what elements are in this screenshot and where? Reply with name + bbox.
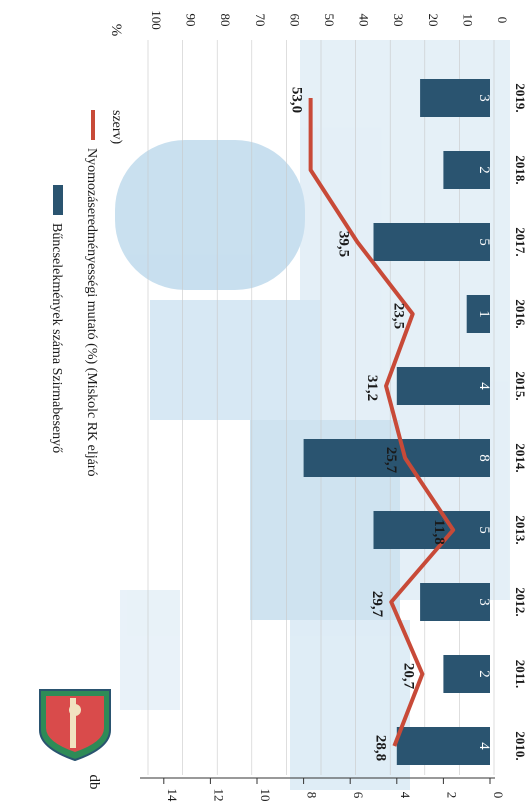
line-value-label: 20,7 bbox=[400, 663, 416, 690]
category-label: 2013. bbox=[513, 515, 528, 544]
left-axis-tick-label: 8 bbox=[305, 792, 320, 799]
line-value-label: 23,5 bbox=[391, 303, 407, 329]
bar-2013. bbox=[373, 511, 490, 549]
bar-2017. bbox=[373, 223, 490, 261]
right-axis-tick-label: 60 bbox=[287, 14, 302, 27]
line-value-label: 28,8 bbox=[372, 735, 388, 761]
legend-bar-swatch bbox=[53, 185, 63, 215]
line-value-label: 39,5 bbox=[335, 231, 351, 257]
right-axis-tick-label: 0 bbox=[495, 17, 510, 24]
bar-2014. bbox=[303, 439, 490, 477]
category-label: 2019. bbox=[513, 83, 528, 112]
bar-value-label: 4 bbox=[476, 742, 492, 750]
left-axis-tick-label: 0 bbox=[491, 792, 506, 799]
category-label: 2015. bbox=[513, 371, 528, 400]
line-path bbox=[308, 98, 456, 747]
left-axis-tick-label: 4 bbox=[398, 792, 413, 799]
bar-value-label: 5 bbox=[476, 238, 492, 246]
right-axis-tick-label: 30 bbox=[391, 14, 406, 27]
bar-2016. bbox=[466, 295, 490, 333]
category-label: 2010. bbox=[513, 731, 528, 760]
right-axis-tick-label: 70 bbox=[253, 14, 268, 27]
bar-2018. bbox=[443, 151, 490, 189]
category-label: 2014. bbox=[513, 443, 528, 472]
right-axis-tick-label: 40 bbox=[357, 14, 372, 27]
right-axis-tick-label: 10 bbox=[460, 14, 475, 27]
bar-2010. bbox=[396, 727, 490, 765]
bar-2012. bbox=[420, 583, 490, 621]
left-axis-tick-label: 6 bbox=[351, 792, 366, 799]
left-axis-tick-label: 12 bbox=[211, 789, 226, 802]
right-axis-tick-label: 20 bbox=[426, 14, 441, 27]
right-axis-tick-label: 90 bbox=[184, 14, 199, 27]
bar-2019. bbox=[420, 79, 490, 117]
line-value-label: 29,7 bbox=[369, 591, 385, 618]
category-label: 2016. bbox=[513, 299, 528, 328]
coat-of-arms-icon bbox=[39, 689, 111, 762]
bar-value-label: 3 bbox=[476, 598, 492, 606]
category-label: 2012. bbox=[513, 587, 528, 616]
line-value-label: 11,8 bbox=[431, 519, 447, 544]
right-axis-tick-label: 100 bbox=[149, 10, 164, 30]
right-axis-tick-label: 80 bbox=[218, 14, 233, 27]
bar-value-label: 8 bbox=[476, 454, 492, 462]
line-value-label: 25,7 bbox=[383, 447, 399, 474]
bar-value-label: 1 bbox=[476, 310, 492, 318]
bar-value-label: 3 bbox=[476, 94, 492, 102]
bar-value-label: 5 bbox=[476, 526, 492, 534]
right-axis-unit: % bbox=[108, 24, 124, 37]
legend-line-label-part2: szerv) bbox=[109, 110, 124, 145]
right-axis-tick-label: 50 bbox=[322, 14, 337, 27]
bar-value-label: 2 bbox=[476, 670, 492, 678]
legend-line-label-part1: Nyomozáseredményességi mutató (%) (Misko… bbox=[84, 148, 99, 477]
left-axis-unit: db bbox=[86, 775, 102, 790]
category-label: 2017. bbox=[513, 227, 528, 256]
bar-2011. bbox=[443, 655, 490, 693]
line-value-label: 53,0 bbox=[289, 87, 305, 113]
line-value-label: 31,2 bbox=[364, 375, 380, 401]
bar-series: 4 2 3 5 8 4 1 5 2 3 bbox=[303, 79, 492, 765]
left-axis-tick-label: 14 bbox=[165, 789, 180, 803]
line-series: 28,8 20,7 29,7 11,8 25,7 31,2 23,5 39,5 53,0 bbox=[289, 87, 456, 761]
legend: Bűncselekmények száma Szirmabesenyő Nyom… bbox=[49, 110, 124, 477]
bar-2015. bbox=[396, 367, 490, 405]
legend-bar-label: Bűncselekmények száma Szirmabesenyő bbox=[49, 223, 64, 453]
left-axis-tick-label: 10 bbox=[258, 789, 273, 802]
bar-value-label: 2 bbox=[476, 166, 492, 174]
axes: 0102030405060708090100%02468101214db2010… bbox=[86, 10, 528, 802]
bar-value-label: 4 bbox=[476, 382, 492, 390]
category-label: 2018. bbox=[513, 155, 528, 184]
category-label: 2011. bbox=[513, 660, 528, 689]
left-axis-tick-label: 2 bbox=[444, 792, 459, 799]
